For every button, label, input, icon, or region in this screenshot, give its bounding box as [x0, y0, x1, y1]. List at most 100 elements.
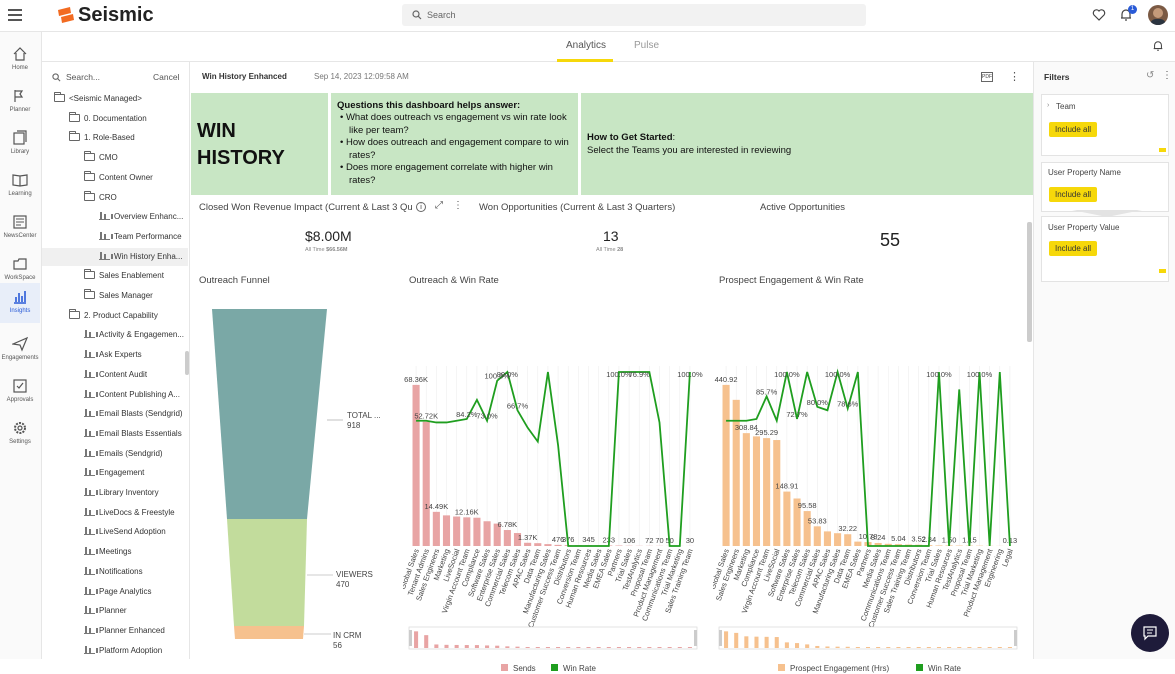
- range-scroller[interactable]: [719, 627, 1017, 649]
- include-all-button[interactable]: Include all: [1049, 241, 1097, 256]
- tree-item[interactable]: Platform Adoption: [42, 642, 188, 659]
- tree-item[interactable]: LiveDocs & Freestyle: [42, 504, 188, 522]
- tree-item[interactable]: Content Owner: [42, 169, 188, 187]
- tree-item[interactable]: Meetings: [42, 543, 188, 561]
- tree-item[interactable]: Content Audit: [42, 366, 188, 384]
- bar[interactable]: [854, 542, 861, 546]
- heart-icon[interactable]: [1092, 8, 1106, 22]
- tree-item[interactable]: LiveSend Adoption: [42, 523, 188, 541]
- bar[interactable]: [824, 531, 831, 546]
- tree-item[interactable]: Planner Enhanced: [42, 622, 188, 640]
- tree-item[interactable]: 2. Product Capability: [42, 307, 188, 325]
- tree-item[interactable]: Content Publishing A...: [42, 386, 188, 404]
- reset-filters-icon[interactable]: ↺: [1146, 70, 1154, 81]
- bar[interactable]: [433, 512, 440, 546]
- rail-approvals[interactable]: Approvals: [0, 372, 40, 412]
- tree-item[interactable]: Planner: [42, 602, 188, 620]
- rail-insights[interactable]: Insights: [0, 283, 40, 323]
- funnel-stage-viewers[interactable]: [227, 519, 307, 626]
- rail-home[interactable]: Home: [0, 40, 40, 80]
- tree-item[interactable]: Engagement: [42, 464, 188, 482]
- kpi-more-icon[interactable]: ⋮: [453, 200, 463, 211]
- bar[interactable]: [834, 533, 841, 546]
- bar[interactable]: [453, 517, 460, 546]
- tree-item[interactable]: Team Performance: [42, 228, 188, 246]
- bar[interactable]: [524, 543, 531, 546]
- bar[interactable]: [473, 518, 480, 546]
- expand-icon[interactable]: ⤢: [435, 200, 443, 211]
- bar[interactable]: [763, 438, 770, 546]
- range-scroller[interactable]: [409, 627, 697, 649]
- seismic-logo[interactable]: [56, 6, 76, 29]
- scroller-handle-right[interactable]: [694, 630, 697, 646]
- bar[interactable]: [814, 526, 821, 546]
- bar[interactable]: [484, 521, 491, 546]
- bar[interactable]: [844, 534, 851, 546]
- pdf-export-icon[interactable]: PDF: [981, 72, 993, 82]
- chat-button[interactable]: [1131, 614, 1169, 652]
- include-all-button[interactable]: Include all: [1049, 187, 1097, 202]
- tree-item[interactable]: Activity & Engagemen...: [42, 326, 188, 344]
- info-icon[interactable]: i: [416, 202, 426, 212]
- subscribe-bell-icon[interactable]: [1152, 40, 1164, 52]
- bar[interactable]: [463, 517, 470, 546]
- tree-item[interactable]: Sales Manager: [42, 287, 188, 305]
- tree-item[interactable]: 0. Documentation: [42, 110, 188, 128]
- rail-planner[interactable]: Planner: [0, 82, 40, 122]
- tree-item[interactable]: Emails (Sendgrid): [42, 445, 188, 463]
- tree-item[interactable]: <Seismic Managed>: [42, 90, 188, 108]
- bar[interactable]: [443, 515, 450, 546]
- bar[interactable]: [534, 543, 541, 546]
- rail-learning[interactable]: Learning: [0, 166, 40, 206]
- tree-item[interactable]: 1. Role-Based: [42, 129, 188, 147]
- bar[interactable]: [753, 436, 760, 546]
- user-avatar[interactable]: [1148, 5, 1168, 25]
- hamburger-menu-icon[interactable]: [8, 9, 22, 21]
- dashboard-more-icon[interactable]: ⋮: [1009, 70, 1020, 83]
- scroller-handle-right[interactable]: [1014, 630, 1017, 646]
- dashboard-scrollbar[interactable]: [1027, 222, 1032, 342]
- tree-item[interactable]: Ask Experts: [42, 346, 188, 364]
- filter-toggle-icon[interactable]: [1159, 148, 1166, 152]
- filters-more-icon[interactable]: ⋮: [1162, 70, 1172, 81]
- filter-toggle-icon[interactable]: [1159, 269, 1166, 273]
- bar[interactable]: [723, 385, 730, 546]
- include-all-button[interactable]: Include all: [1049, 122, 1097, 137]
- tree-item[interactable]: Email Blasts (Sendgrid): [42, 405, 188, 423]
- tree-scrollbar[interactable]: [185, 351, 189, 375]
- tree-item[interactable]: Sales Enablement: [42, 267, 188, 285]
- bar[interactable]: [733, 400, 740, 546]
- tree-item[interactable]: Win History Enha...: [42, 248, 188, 266]
- global-search-input[interactable]: Search: [402, 4, 866, 26]
- bar[interactable]: [423, 422, 430, 546]
- rail-settings[interactable]: Settings: [0, 414, 40, 454]
- tab-pulse[interactable]: Pulse: [634, 40, 659, 51]
- bar[interactable]: [504, 530, 511, 546]
- scroller-handle-left[interactable]: [409, 630, 412, 646]
- tab-analytics[interactable]: Analytics: [566, 40, 606, 51]
- bar[interactable]: [544, 544, 551, 546]
- tree-item[interactable]: Page Analytics: [42, 583, 188, 601]
- bar[interactable]: [935, 545, 942, 546]
- scroller-handle-left[interactable]: [719, 630, 722, 646]
- tree-item[interactable]: Overview Enhanc...: [42, 208, 188, 226]
- bar[interactable]: [413, 385, 420, 546]
- bar[interactable]: [773, 440, 780, 546]
- tree-item[interactable]: CRO: [42, 189, 188, 207]
- bar-label: 148.91: [775, 482, 798, 491]
- tree-item[interactable]: Library Inventory: [42, 484, 188, 502]
- funnel-stage-crm[interactable]: [234, 626, 304, 639]
- tree-item[interactable]: CMO: [42, 149, 188, 167]
- rail-library[interactable]: Library: [0, 124, 40, 164]
- bar[interactable]: [555, 545, 562, 546]
- tree-search-input[interactable]: Search...: [66, 72, 100, 82]
- rail-engagements[interactable]: Engagements: [0, 330, 40, 370]
- bar[interactable]: [743, 433, 750, 546]
- tree-item[interactable]: Email Blasts Essentials: [42, 425, 188, 443]
- tree-cancel-button[interactable]: Cancel: [153, 72, 179, 82]
- rail-newscenter[interactable]: NewsCenter: [0, 208, 40, 248]
- chevron-right-icon[interactable]: ›: [1047, 102, 1049, 109]
- funnel-stage-total[interactable]: [212, 309, 327, 519]
- bar[interactable]: [783, 492, 790, 546]
- tree-item[interactable]: Notifications: [42, 563, 188, 581]
